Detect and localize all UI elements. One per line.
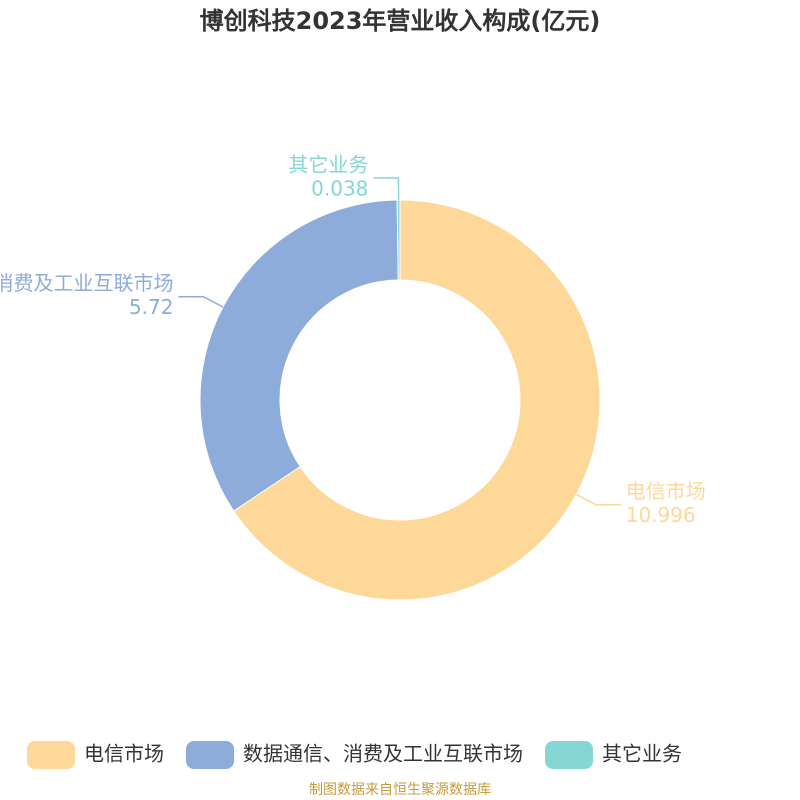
donut-slice xyxy=(232,199,601,601)
leader-line xyxy=(373,177,400,201)
source-note: 制图数据来自恒生聚源数据库 xyxy=(309,782,491,798)
data-label-value: 0.038 xyxy=(311,177,368,201)
data-label-name: 其它业务 xyxy=(288,153,368,177)
leader-line xyxy=(576,493,621,506)
legend-swatch xyxy=(545,741,593,769)
data-label-name: 数据通信、消费及工业互联市场 xyxy=(0,271,173,295)
legend-swatch xyxy=(186,741,234,769)
legend-label: 电信市场 xyxy=(84,742,164,766)
legend-label: 其它业务 xyxy=(602,742,682,766)
chart-title: 博创科技2023年营业收入构成(亿元) xyxy=(200,7,601,35)
data-label-value: 10.996 xyxy=(626,503,696,527)
leader-line xyxy=(178,295,224,308)
legend-label: 数据通信、消费及工业互联市场 xyxy=(243,742,523,766)
legend-swatch xyxy=(27,741,75,769)
donut-slice xyxy=(396,199,401,281)
data-label-name: 电信市场 xyxy=(626,479,706,503)
data-label-value: 5.72 xyxy=(129,295,174,319)
donut-slice xyxy=(199,199,399,512)
